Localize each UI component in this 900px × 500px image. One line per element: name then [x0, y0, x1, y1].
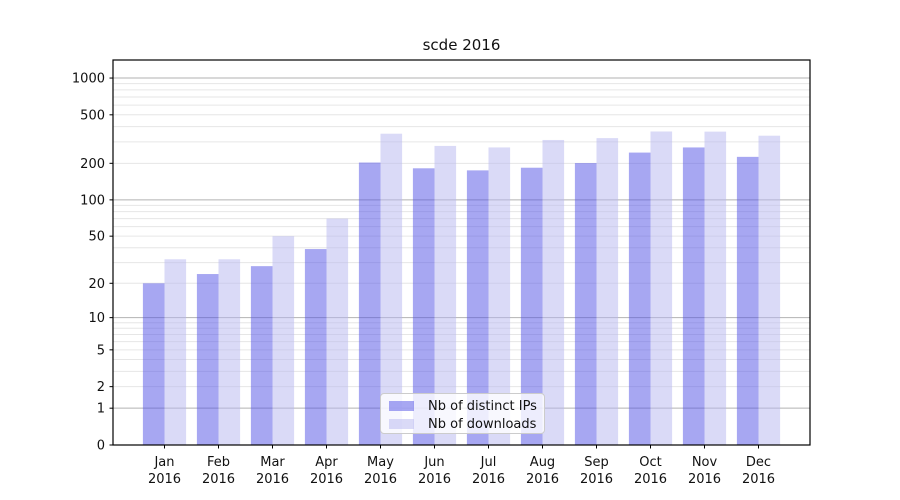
x-tick-label-year: 2016	[634, 472, 667, 487]
legend-swatch-downloads	[389, 419, 414, 429]
x-tick-label-year: 2016	[202, 472, 235, 487]
bar-downloads-feb	[218, 259, 241, 445]
x-tick-label-year: 2016	[256, 472, 289, 487]
x-tick-label-year: 2016	[310, 472, 343, 487]
y-tick-label: 1000	[72, 72, 105, 87]
bar-downloads-nov	[704, 131, 727, 445]
y-tick-label: 50	[88, 230, 105, 245]
bar-downloads-oct	[650, 131, 673, 445]
x-tick-label-month: Sep	[584, 455, 609, 470]
y-tick-label: 10	[88, 311, 105, 326]
bar-downloads-apr	[326, 218, 349, 445]
legend-item-distinct-ips: Nb of distinct IPs	[389, 398, 544, 414]
x-tick-label-year: 2016	[148, 472, 181, 487]
x-tick-label-month: Aug	[530, 455, 555, 470]
bar-downloads-may	[380, 133, 403, 446]
x-tick-label-month: Jun	[423, 455, 444, 470]
bar-downloads-sep	[596, 138, 619, 446]
x-tick-label-month: Jan	[153, 455, 174, 470]
x-tick-label-year: 2016	[580, 472, 613, 487]
y-tick-label: 100	[80, 193, 105, 208]
x-tick-label-year: 2016	[418, 472, 451, 487]
legend: Nb of distinct IPs Nb of downloads	[380, 393, 545, 434]
y-tick-label: 0	[97, 439, 105, 454]
bar-distinct-ips-may	[358, 162, 381, 445]
x-tick-label-year: 2016	[688, 472, 721, 487]
bar-distinct-ips-mar	[250, 266, 273, 445]
bar-downloads-jan	[164, 259, 187, 445]
x-tick-label-month: Dec	[746, 455, 771, 470]
plot-border	[112, 59, 811, 446]
bar-distinct-ips-apr	[304, 249, 327, 445]
bar-downloads-jul	[488, 147, 511, 445]
bar-downloads-mar	[272, 236, 295, 445]
x-tick-label-month: May	[367, 455, 394, 470]
x-tick-label-month: Mar	[260, 455, 285, 470]
x-tick-label-month: Jul	[480, 455, 497, 470]
bar-downloads-jun	[434, 145, 457, 446]
x-tick-label-year: 2016	[742, 472, 775, 487]
chart-title: scde 2016	[422, 36, 501, 54]
bar-distinct-ips-oct	[628, 152, 651, 446]
y-tick-label: 1	[97, 402, 105, 417]
bar-distinct-ips-jun	[412, 168, 435, 445]
x-tick-label-year: 2016	[472, 472, 505, 487]
bar-distinct-ips-nov	[682, 147, 705, 445]
x-tick-label-month: Nov	[692, 455, 718, 470]
bar-distinct-ips-sep	[574, 163, 597, 445]
bar-distinct-ips-dec	[736, 156, 759, 445]
x-tick-label-month: Oct	[639, 455, 661, 470]
x-tick-label-month: Feb	[207, 455, 230, 470]
y-tick-label: 500	[80, 108, 105, 123]
legend-label-distinct-ips: Nb of distinct IPs	[428, 398, 537, 414]
bar-distinct-ips-jan	[142, 283, 165, 445]
legend-swatch-distinct-ips	[389, 401, 414, 411]
x-tick-label-month: Apr	[315, 455, 338, 470]
legend-item-downloads: Nb of downloads	[389, 416, 544, 432]
y-tick-label: 20	[88, 277, 105, 292]
x-tick-label-year: 2016	[526, 472, 559, 487]
y-tick-label: 5	[97, 343, 105, 358]
bar-downloads-aug	[542, 139, 565, 445]
y-tick-label: 2	[97, 380, 105, 395]
x-tick-label-year: 2016	[364, 472, 397, 487]
bar-distinct-ips-jul	[466, 170, 489, 446]
bar-distinct-ips-feb	[196, 274, 219, 445]
y-tick-label: 200	[80, 157, 105, 172]
legend-label-downloads: Nb of downloads	[428, 416, 537, 432]
bar-distinct-ips-aug	[520, 167, 543, 445]
bar-downloads-dec	[758, 135, 781, 445]
